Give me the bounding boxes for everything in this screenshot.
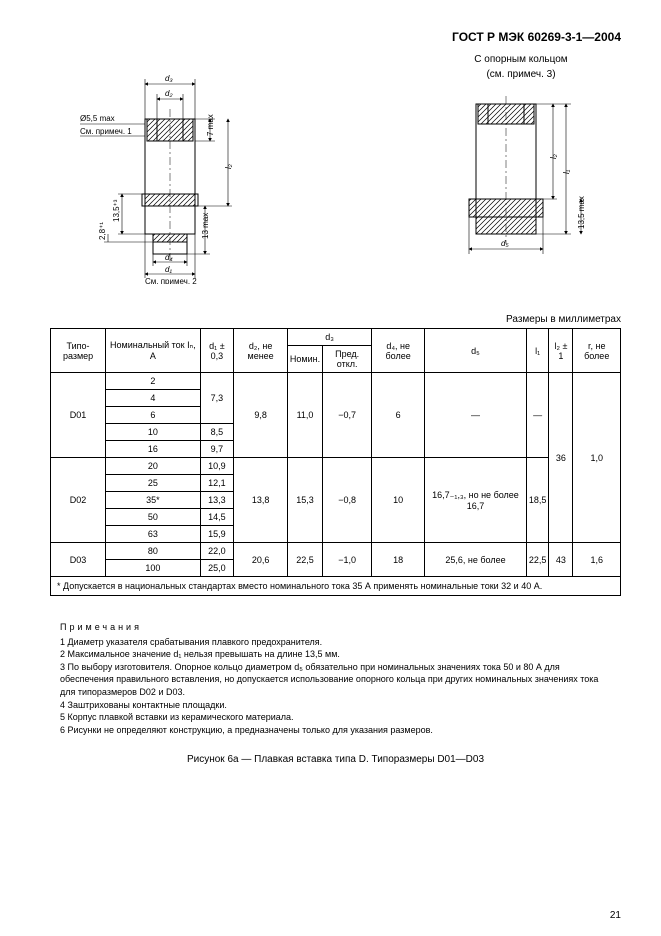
cell: −1,0 [323, 543, 372, 577]
cell: 63 [106, 526, 200, 543]
svg-text:13,5 max: 13,5 max [577, 196, 586, 229]
cell: 2 [106, 373, 200, 390]
note-5: 5 Корпус плавкой вставки из керамическог… [60, 711, 611, 724]
th-d5: d₅ [425, 329, 527, 373]
th-d3pred: Пред. откл. [323, 346, 372, 373]
cell: 20 [106, 458, 200, 475]
svg-text:7 max: 7 max [206, 114, 215, 136]
cell: 1,0 [573, 373, 621, 543]
cell: 12,1 [200, 475, 234, 492]
th-d3nom: Номин. [287, 346, 322, 373]
th-typesize: Типо-размер [51, 329, 106, 373]
cell: 36 [549, 373, 573, 543]
th-d3: d₃ [287, 329, 371, 346]
cell: 10 [106, 424, 200, 441]
right-diagram: С опорным кольцом (см. примеч. 3) [421, 54, 621, 284]
cell: 22,5 [526, 543, 549, 577]
cell: 10 [372, 458, 425, 543]
cell: 6 [106, 407, 200, 424]
table-units-caption: Размеры в миллиметрах [50, 314, 621, 325]
svg-text:13 max: 13 max [201, 213, 210, 239]
svg-text:l₂: l₂ [549, 154, 558, 159]
cell: 4 [106, 390, 200, 407]
cell: 50 [106, 509, 200, 526]
svg-text:l₁: l₁ [562, 169, 571, 174]
svg-text:l₂: l₂ [224, 164, 233, 169]
cell: −0,7 [323, 373, 372, 458]
note-1: 1 Диаметр указателя срабатывания плавког… [60, 636, 611, 649]
cell: 35* [106, 492, 200, 509]
th-d4: d₄, не более [372, 329, 425, 373]
svg-text:d₅: d₅ [501, 239, 509, 248]
svg-text:d₂: d₂ [165, 89, 173, 98]
cell: 80 [106, 543, 200, 560]
cell: −0,8 [323, 458, 372, 543]
standard-code: ГОСТ Р МЭК 60269-3-1—2004 [50, 30, 621, 44]
cell: 43 [549, 543, 573, 577]
table-footnote: * Допускается в национальных стандартах … [51, 577, 621, 596]
notes-block: Примечания 1 Диаметр указателя срабатыва… [50, 621, 621, 736]
th-r: r, не более [573, 329, 621, 373]
ring-caption-1: С опорным кольцом [421, 54, 621, 65]
note-4: 4 Заштрихованы контактные площадки. [60, 699, 611, 712]
cell: 10,9 [200, 458, 234, 475]
th-nominal: Номинальный ток Iₙ, А [106, 329, 200, 373]
svg-text:d₃: d₃ [165, 74, 173, 83]
cell: — [526, 373, 549, 458]
cell: 11,0 [287, 373, 322, 458]
cell: 18 [372, 543, 425, 577]
cell: 1,6 [573, 543, 621, 577]
svg-text:2,8⁺¹: 2,8⁺¹ [98, 222, 107, 240]
note-2: 2 Максимальное значение d₁ нельзя превыш… [60, 648, 611, 661]
cell: 13,3 [200, 492, 234, 509]
figure-caption: Рисунок 6а — Плавкая вставка типа D. Тип… [50, 754, 621, 765]
ring-caption-2: (см. примеч. 3) [421, 69, 621, 80]
cell: 13,8 [234, 458, 288, 543]
left-diagram: d₃ d₂ Ø5,5 max См. примеч. 1 7 max [50, 54, 270, 284]
cell: 20,6 [234, 543, 288, 577]
cell: 100 [106, 560, 200, 577]
svg-text:d₄: d₄ [165, 253, 173, 262]
cell: 25,0 [200, 560, 234, 577]
svg-text:13,5⁺³: 13,5⁺³ [112, 199, 121, 222]
th-d2: d₂, не менее [234, 329, 288, 373]
page-number: 21 [610, 910, 621, 921]
cell: 22,5 [287, 543, 322, 577]
cell-d02-name: D02 [51, 458, 106, 543]
cell: 7,3 [200, 373, 234, 424]
cell: 22,0 [200, 543, 234, 560]
svg-text:Ø5,5 max: Ø5,5 max [80, 114, 115, 123]
diagrams-row: d₃ d₂ Ø5,5 max См. примеч. 1 7 max [50, 54, 621, 294]
svg-text:d₁: d₁ [165, 265, 172, 274]
cell: 15,3 [287, 458, 322, 543]
cell: 25 [106, 475, 200, 492]
svg-text:См. примеч. 2: См. примеч. 2 [145, 277, 197, 284]
svg-text:См. примеч. 1: См. примеч. 1 [80, 127, 132, 136]
cell: 18,5 [526, 458, 549, 543]
cell: 9,7 [200, 441, 234, 458]
cell-d03-name: D03 [51, 543, 106, 577]
cell: 25,6, не более [425, 543, 527, 577]
notes-title: Примечания [60, 621, 611, 634]
cell: 14,5 [200, 509, 234, 526]
cell-d01-name: D01 [51, 373, 106, 458]
th-l2: l₂ ± 1 [549, 329, 573, 373]
th-l1: l₁ [526, 329, 549, 373]
cell: 9,8 [234, 373, 288, 458]
cell: 16 [106, 441, 200, 458]
dimensions-table: Типо-размер Номинальный ток Iₙ, А d₁ ± 0… [50, 328, 621, 596]
cell: — [425, 373, 527, 458]
cell: 15,9 [200, 526, 234, 543]
note-3: 3 По выбору изготовителя. Опорное кольцо… [60, 661, 611, 699]
note-6: 6 Рисунки не определяют конструкцию, а п… [60, 724, 611, 737]
cell: 6 [372, 373, 425, 458]
cell: 8,5 [200, 424, 234, 441]
cell: 16,7₋₁,₃, но не более 16,7 [425, 458, 527, 543]
th-d1: d₁ ± 0,3 [200, 329, 234, 373]
